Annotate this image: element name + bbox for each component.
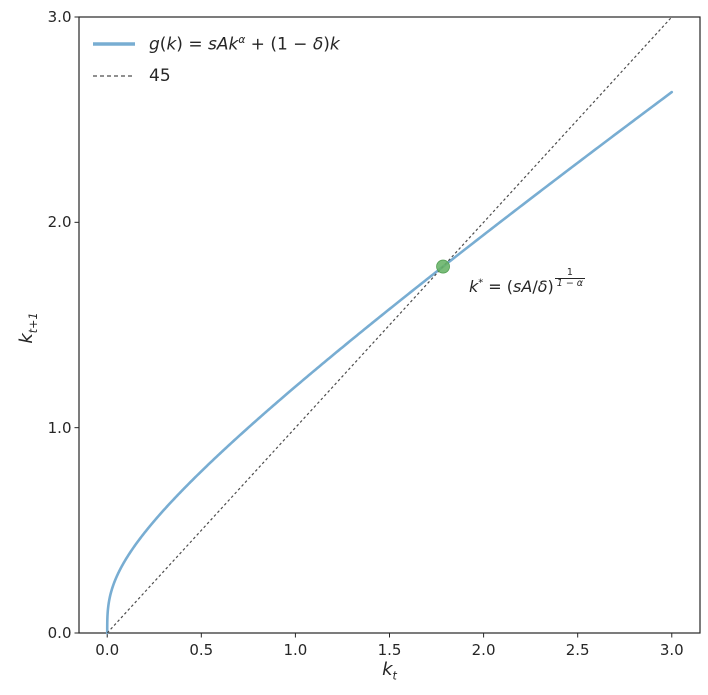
- 45-degree-line: [106, 16, 673, 634]
- axes-spines: [78, 16, 701, 634]
- g-of-k-curve: [105, 90, 674, 635]
- fixed-point-marker: [436, 259, 450, 274]
